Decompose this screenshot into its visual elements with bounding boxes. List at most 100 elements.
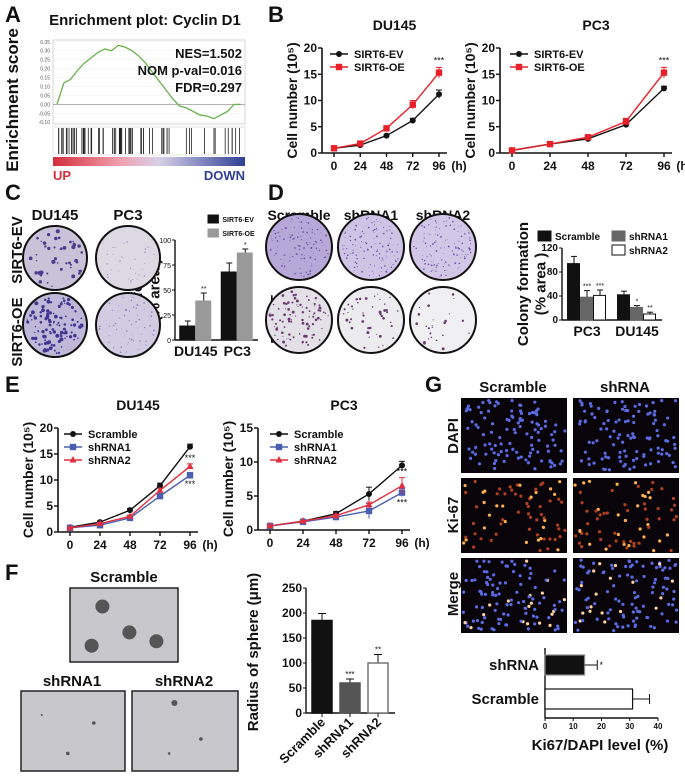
d-plate-pc3-scramble-colony [304, 261, 305, 263]
e-pc3-x-unit: (h) [414, 536, 429, 550]
d-plate-pc3-shrna1-colony [380, 267, 383, 269]
g-image-dapi-scramble-cell [504, 449, 509, 453]
g-image-dapi-shrna-cell [632, 420, 636, 425]
g-image-dapi-shrna-cell [623, 449, 627, 453]
b-pc3-xtick-label: 0 [509, 159, 516, 173]
panel-label-g: G [425, 372, 443, 397]
g-image-ki-67-scramble-cell [560, 500, 564, 504]
d-plate-pc3-scramble-colony [315, 256, 317, 258]
g-image-dapi-shrna-cell [631, 458, 636, 462]
c-bar-bar-sirt6-ev [179, 325, 196, 341]
d-plate-pc3-shrna2-colony [449, 224, 452, 227]
d-plate-pc3-shrna2-colony [456, 254, 458, 256]
d-plate-pc3-shrna2-colony [457, 226, 459, 228]
d-plate-du145-shrna1-colony [376, 333, 378, 335]
g-image-ki-67-scramble-cell [526, 504, 530, 509]
g-image-merge-scramble-cell [562, 578, 566, 582]
c-plate-ev-pc3-colony [123, 260, 125, 262]
c-plate-ev-pc3-colony [144, 248, 146, 250]
d-plate-pc3-scramble-colony [297, 244, 299, 247]
c-plate-oe-pc3-colony [135, 307, 138, 309]
c-plate-oe-du145-colony [62, 332, 66, 335]
g-image-ki-67-shrna-cell [637, 541, 641, 545]
c-plate-oe-du145-colony [26, 319, 29, 321]
g-image-ki-67-scramble-cell [463, 483, 467, 488]
d-plate-pc3-scramble-colony [305, 271, 307, 273]
g-image-ki-67-scramble-cell [495, 504, 499, 508]
g-image-merge-scramble-cell [502, 612, 506, 616]
d-plate-pc3-shrna1-colony [378, 274, 381, 277]
g-image-merge-scramble-cell [550, 612, 554, 616]
g-image-dapi-shrna-cell [616, 436, 620, 440]
e-du145-point-scramble [127, 507, 133, 514]
d-plate-du145-scramble-colony [322, 311, 325, 314]
d-plate-pc3-shrna2-colony [470, 243, 472, 245]
g-image-ki-67-shrna-cell [616, 513, 620, 517]
g-image-ki-67-shrna-cell [604, 547, 608, 551]
c-plate-oe-du145-colony [70, 305, 74, 310]
c-plate-oe-du145-colony [26, 320, 30, 324]
g-image-ki-67-scramble-cell [558, 480, 562, 484]
d-plate-pc3-scramble-colony [309, 237, 312, 239]
d-plate-pc3-shrna2-colony [460, 235, 463, 238]
d-bar-ylabel-line: Colony formation [515, 222, 532, 346]
d-plate-du145-shrna1-colony [373, 295, 376, 297]
c-plate-ev-du145-colony [46, 281, 49, 284]
d-plate-du145-shrna2-colony [431, 325, 433, 327]
d-plate-pc3-shrna1-colony [386, 257, 388, 259]
c-plate-ev-pc3-colony [112, 246, 114, 249]
g-image-merge-shrna-cell [617, 599, 621, 603]
g-image-ki-67-scramble-cell [534, 487, 538, 491]
g-image-dapi-scramble-cell [505, 427, 509, 431]
g-bar-xtick-label: 40 [654, 722, 663, 731]
g-image-dapi-shrna-cell [588, 401, 593, 406]
d-plate-pc3-shrna1-colony [395, 251, 397, 253]
d-plate-pc3-shrna1-colony [392, 264, 394, 266]
d-plate-du145-scramble-colony [288, 338, 290, 340]
g-image-ki-67-scramble-cell [519, 494, 523, 498]
g-image-dapi-shrna-cell [603, 451, 607, 455]
d-plate-pc3-shrna1-colony [389, 226, 391, 228]
g-image-dapi-shrna-cell [579, 459, 584, 463]
g-image-dapi-scramble-cell [496, 453, 500, 457]
panel-label-a: A [5, 2, 21, 27]
g-image-dapi-shrna-cell [606, 418, 610, 423]
g-image-dapi-shrna-cell [589, 404, 593, 408]
d-plate-du145-shrna1 [337, 286, 405, 354]
d-plate-du145-shrna2-colony [428, 292, 431, 295]
g-image-ki-67-scramble-cell [471, 521, 476, 526]
d-plate-pc3-scramble-colony [289, 260, 291, 262]
d-bar-category-label: PC3 [573, 323, 600, 339]
d-plate-pc3-scramble-colony [289, 240, 291, 242]
g-image-merge-scramble-cell [519, 619, 523, 623]
g-image-ki-67-scramble-cell [518, 483, 522, 487]
g-image-merge-shrna-cell [603, 620, 607, 624]
d-plate-pc3-shrna2-colony [436, 264, 438, 267]
b-pc3-xtick-label: 72 [619, 159, 633, 173]
g-image-dapi-shrna-cell [660, 452, 664, 456]
g-image-merge-shrna-cell [650, 591, 654, 595]
d-plate-pc3-scramble-colony [271, 235, 273, 237]
d-plate-pc3-shrna1-colony [346, 247, 348, 250]
g-image-ki-67-scramble-cell [526, 512, 531, 516]
d-plate-du145-scramble-colony [308, 325, 311, 328]
d-plate-pc3-shrna1-colony [397, 258, 399, 260]
g-image-ki-67-scramble-cell [494, 532, 498, 536]
g-image-ki-67-scramble-cell [524, 540, 529, 544]
g-image-dapi-scramble-cell [543, 419, 548, 423]
c-plate-ev-du145-colony [38, 280, 43, 284]
d-plate-pc3-scramble-colony [275, 252, 277, 255]
gsea-ytick: 0.05 [40, 93, 50, 99]
c-plate-oe-du145-colony [59, 334, 63, 338]
e-du145-point-scramble [187, 443, 193, 450]
g-image-dapi-scramble-cell [488, 442, 492, 446]
g-image-merge-scramble-cell [523, 606, 528, 610]
g-image-merge-scramble-cell [506, 613, 510, 617]
d-plate-pc3-shrna1-colony [375, 227, 378, 229]
f-image-shrna2-sphere [199, 737, 203, 741]
c-plate-oe-du145-colony [71, 318, 74, 322]
g-row-label: DAPI [445, 418, 462, 454]
e-pc3-ytick-label: 0 [246, 523, 253, 537]
d-plate-pc3-scramble-colony [310, 269, 312, 270]
e-du145-legend-label: shRNA1 [88, 442, 131, 454]
